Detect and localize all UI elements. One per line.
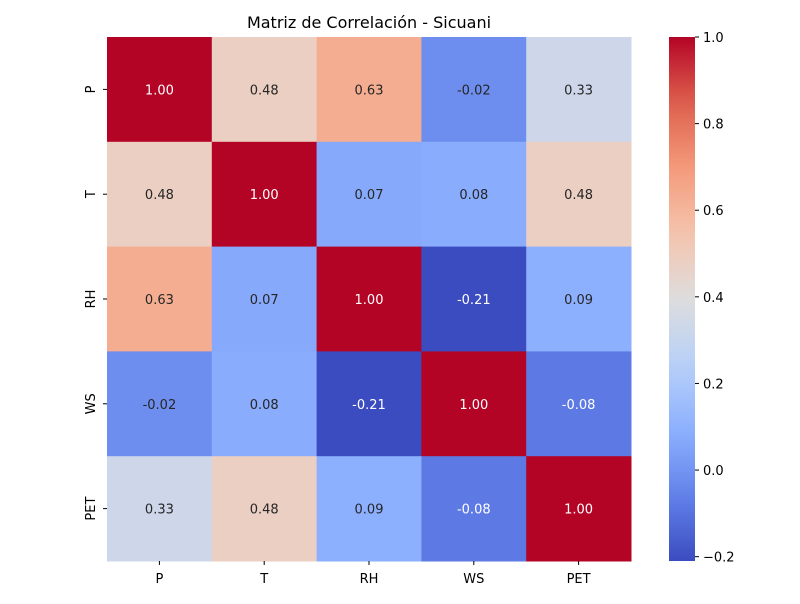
heatmap-cell-P-RH bbox=[316, 37, 422, 143]
colorbar-tick-label: 0.4 bbox=[703, 291, 724, 306]
heatmap-cell-WS-WS bbox=[421, 351, 527, 457]
heatmap-cell-P-PET bbox=[526, 37, 632, 143]
cell-value-label: 0.09 bbox=[355, 503, 384, 518]
y-tick-label: PET bbox=[84, 497, 99, 521]
y-tick-label: RH bbox=[84, 290, 99, 309]
heatmap-cell-RH-RH bbox=[316, 246, 422, 352]
cell-value-label: 1.00 bbox=[250, 188, 279, 203]
cell-value-label: 0.09 bbox=[564, 293, 593, 308]
cell-value-label: -0.08 bbox=[457, 503, 491, 518]
cell-value-label: 0.07 bbox=[250, 293, 279, 308]
heatmap-cell-WS-PET bbox=[526, 351, 632, 457]
x-axis: P T RH WS PET bbox=[155, 561, 591, 587]
heatmap-cell-PET-WS bbox=[421, 456, 527, 562]
heatmap-cell-T-PET bbox=[526, 141, 632, 248]
heatmap-cell-WS-T bbox=[211, 351, 318, 457]
heatmap-cell-P-T bbox=[211, 37, 318, 143]
colorbar-gradient bbox=[669, 37, 695, 561]
heatmap-cell-T-T bbox=[211, 141, 318, 248]
y-tick-label: T bbox=[84, 190, 99, 199]
heatmap-cell-PET-T bbox=[211, 456, 318, 562]
colorbar-tick-label: 1.0 bbox=[703, 31, 724, 46]
colorbar-tick-label: 0.8 bbox=[703, 118, 724, 133]
heatmap-cell-WS-P bbox=[107, 351, 213, 457]
heatmap-cell-T-RH bbox=[316, 141, 422, 248]
colorbar-tick-label: −0.2 bbox=[703, 551, 735, 566]
heatmap-cell-WS-RH bbox=[316, 351, 422, 457]
cell-value-label: 0.33 bbox=[145, 503, 174, 518]
cell-value-label: 0.33 bbox=[564, 83, 593, 98]
cell-value-label: 0.07 bbox=[355, 188, 384, 203]
colorbar-tick-label: 0.6 bbox=[703, 204, 724, 219]
cell-value-label: -0.02 bbox=[143, 398, 177, 413]
cell-value-label: -0.21 bbox=[352, 398, 386, 413]
heatmap-cells bbox=[107, 37, 632, 562]
cell-value-label: 1.00 bbox=[564, 503, 593, 518]
cell-value-label: 1.00 bbox=[145, 83, 174, 98]
x-tick-label: T bbox=[259, 572, 268, 587]
x-tick-label: RH bbox=[360, 572, 379, 587]
colorbar-tick-label: 0.2 bbox=[703, 377, 724, 392]
y-axis: P T RH WS PET bbox=[84, 85, 107, 521]
cell-value-label: 1.00 bbox=[459, 398, 488, 413]
cell-value-label: 0.48 bbox=[250, 503, 279, 518]
heatmap-cell-RH-P bbox=[107, 246, 213, 352]
cell-value-label: -0.21 bbox=[457, 293, 491, 308]
heatmap-cell-PET-P bbox=[107, 456, 213, 562]
cell-value-labels: 1.00 0.48 0.63 -0.02 0.33 0.48 1.00 0.07 0.08 0.4… bbox=[143, 83, 596, 517]
cell-value-label: 0.48 bbox=[250, 83, 279, 98]
heatmap-cell-RH-WS bbox=[421, 246, 527, 352]
heatmap-cell-T-P bbox=[107, 141, 213, 248]
y-tick-label: WS bbox=[84, 393, 99, 414]
cell-value-label: -0.08 bbox=[562, 398, 596, 413]
colorbar-tick-label: 0.0 bbox=[703, 464, 724, 479]
heatmap-cell-PET-PET bbox=[526, 456, 632, 562]
heatmap-cell-T-WS bbox=[421, 141, 527, 248]
chart-title: Matriz de Correlación - Sicuani bbox=[247, 13, 491, 32]
cell-value-label: -0.02 bbox=[457, 83, 491, 98]
x-tick-label: P bbox=[155, 572, 163, 587]
heatmap-cell-PET-RH bbox=[316, 456, 422, 562]
y-tick-label: P bbox=[84, 85, 99, 93]
colorbar: −0.2 0.0 0.2 0.4 0.6 0.8 1.0 bbox=[669, 31, 735, 566]
cell-value-label: 0.63 bbox=[355, 83, 384, 98]
cell-value-label: 0.08 bbox=[459, 188, 488, 203]
x-tick-label: WS bbox=[463, 572, 484, 587]
heatmap-cell-P-WS bbox=[421, 37, 527, 143]
cell-value-label: 1.00 bbox=[355, 293, 384, 308]
heatmap-cell-RH-PET bbox=[526, 246, 632, 352]
heatmap-cell-P-P bbox=[107, 37, 213, 143]
heatmap-cell-RH-T bbox=[211, 246, 318, 352]
cell-value-label: 0.63 bbox=[145, 293, 174, 308]
cell-value-label: 0.08 bbox=[250, 398, 279, 413]
x-tick-label: PET bbox=[567, 572, 591, 587]
cell-value-label: 0.48 bbox=[145, 188, 174, 203]
cell-value-label: 0.48 bbox=[564, 188, 593, 203]
